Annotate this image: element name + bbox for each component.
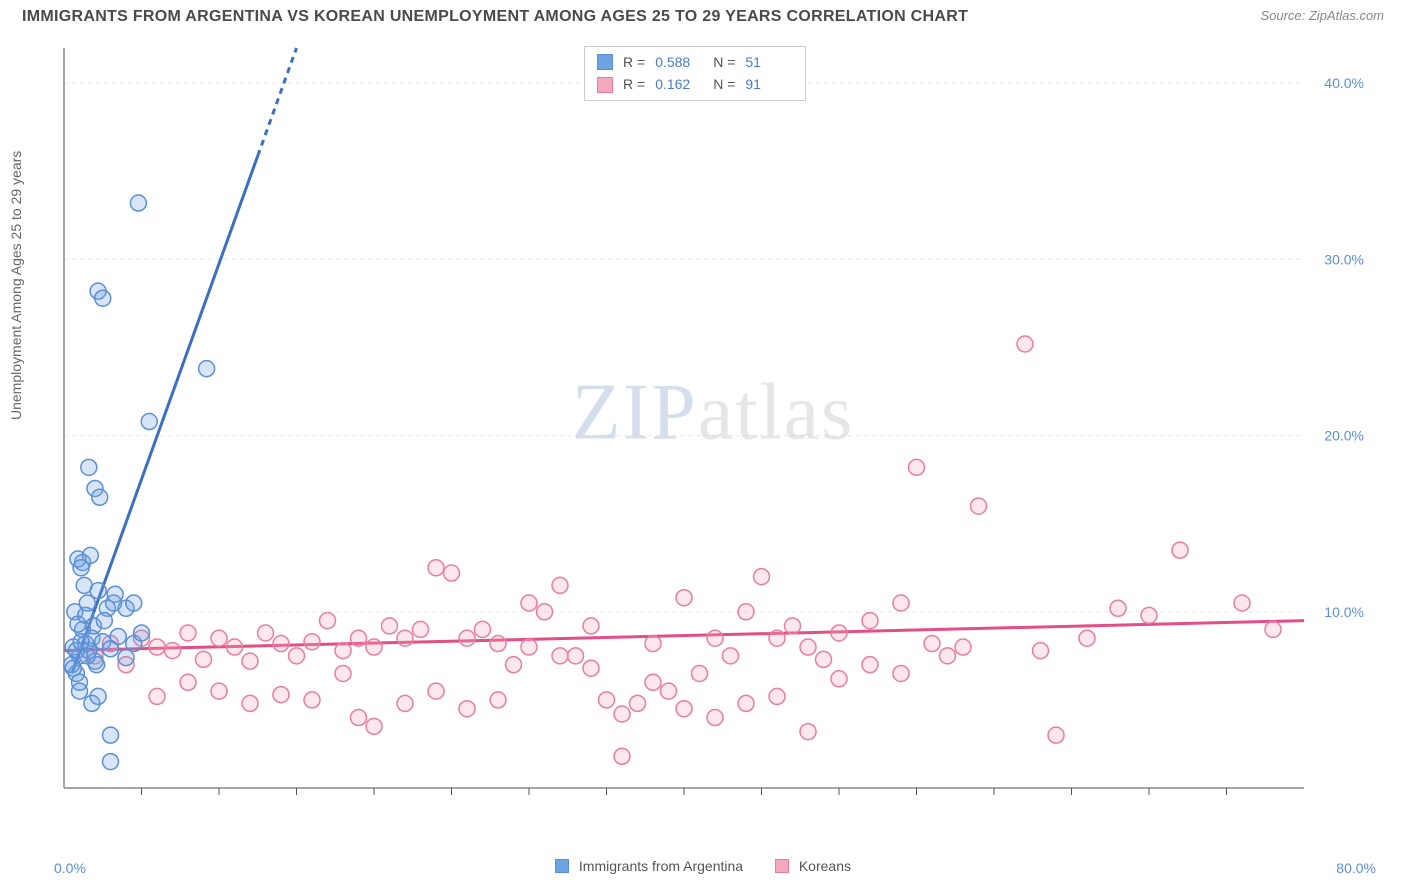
y-axis-label: Unemployment Among Ages 25 to 29 years	[8, 151, 24, 420]
source-label: Source: ZipAtlas.com	[1260, 8, 1384, 23]
footer-swatch-1	[555, 859, 569, 873]
n-value-1: 51	[745, 51, 793, 73]
chart-area: ZIPatlas 10.0%20.0%30.0%40.0% R = 0.588 …	[54, 44, 1372, 812]
stats-row-series1: R = 0.588 N = 51	[597, 51, 793, 73]
stats-row-series2: R = 0.162 N = 91	[597, 73, 793, 95]
scatter-chart: 10.0% 20.0% 30.0% 40.0%	[54, 44, 1372, 812]
n-label: N =	[713, 51, 735, 73]
footer-label-1: Immigrants from Argentina	[579, 858, 743, 874]
stats-legend: R = 0.588 N = 51 R = 0.162 N = 91	[584, 46, 806, 101]
legend-swatch-1	[597, 54, 613, 70]
svg-text:10.0%: 10.0%	[1324, 604, 1364, 620]
svg-text:20.0%: 20.0%	[1324, 428, 1364, 444]
footer-swatch-2	[775, 859, 789, 873]
n-value-2: 91	[745, 73, 793, 95]
legend-swatch-2	[597, 77, 613, 93]
r-value-2: 0.162	[655, 73, 703, 95]
r-value-1: 0.588	[655, 51, 703, 73]
svg-text:40.0%: 40.0%	[1324, 75, 1364, 91]
footer-legend: Immigrants from Argentina Koreans	[0, 858, 1406, 874]
n-label: N =	[713, 73, 735, 95]
r-label: R =	[623, 51, 645, 73]
footer-item-1: Immigrants from Argentina	[555, 858, 747, 874]
r-label: R =	[623, 73, 645, 95]
footer-item-2: Koreans	[775, 858, 851, 874]
svg-text:30.0%: 30.0%	[1324, 251, 1364, 267]
chart-title: IMMIGRANTS FROM ARGENTINA VS KOREAN UNEM…	[22, 8, 968, 26]
footer-label-2: Koreans	[799, 858, 851, 874]
